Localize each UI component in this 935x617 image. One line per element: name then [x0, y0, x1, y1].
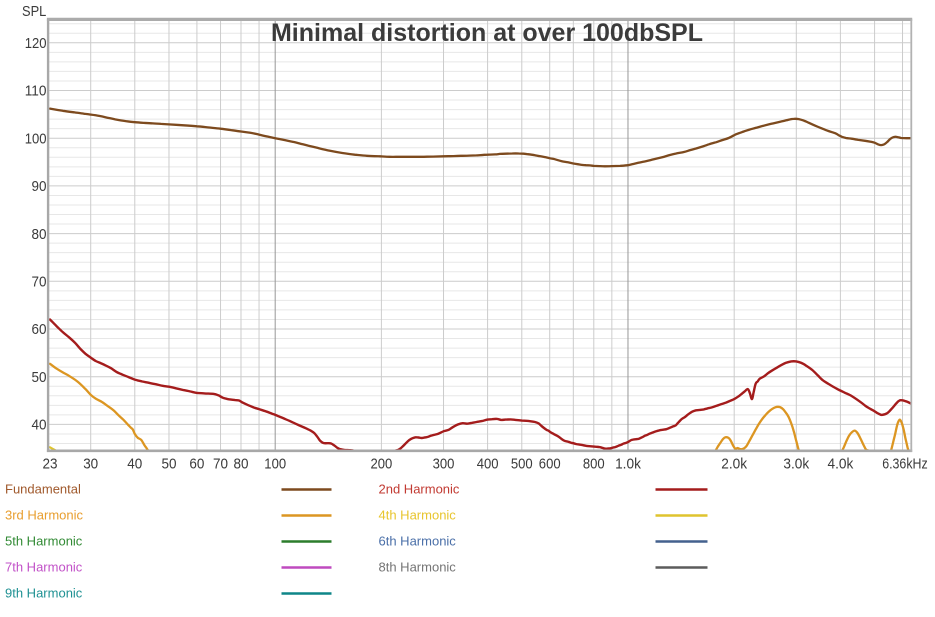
svg-text:400: 400	[477, 455, 499, 472]
svg-text:9th Harmonic: 9th Harmonic	[5, 586, 83, 601]
svg-text:60: 60	[32, 321, 47, 338]
svg-text:60: 60	[189, 455, 204, 472]
svg-text:2.0k: 2.0k	[721, 455, 747, 472]
svg-text:50: 50	[162, 455, 177, 472]
svg-text:500: 500	[511, 455, 533, 472]
svg-text:40: 40	[32, 417, 47, 434]
svg-text:3rd Harmonic: 3rd Harmonic	[5, 508, 84, 523]
svg-text:100: 100	[264, 455, 286, 472]
svg-text:Fundamental: Fundamental	[5, 482, 81, 497]
svg-text:5th Harmonic: 5th Harmonic	[5, 534, 83, 549]
svg-text:6th Harmonic: 6th Harmonic	[379, 534, 457, 549]
svg-text:1.0k: 1.0k	[615, 455, 641, 472]
svg-text:3.0k: 3.0k	[783, 455, 809, 472]
svg-text:Minimal distortion at over 100: Minimal distortion at over 100dbSPL	[271, 19, 703, 47]
svg-text:40: 40	[127, 455, 142, 472]
svg-text:800: 800	[583, 455, 605, 472]
svg-text:300: 300	[433, 455, 455, 472]
svg-text:30: 30	[83, 455, 98, 472]
svg-text:8th Harmonic: 8th Harmonic	[379, 560, 457, 575]
svg-text:600: 600	[539, 455, 561, 472]
svg-text:120: 120	[25, 35, 47, 52]
svg-text:110: 110	[25, 83, 47, 100]
svg-text:100: 100	[25, 130, 47, 147]
svg-text:70: 70	[32, 274, 47, 291]
svg-text:4.0k: 4.0k	[828, 455, 854, 472]
svg-text:2nd Harmonic: 2nd Harmonic	[379, 482, 460, 497]
svg-text:23: 23	[43, 455, 58, 472]
svg-text:80: 80	[32, 226, 47, 243]
svg-text:7th Harmonic: 7th Harmonic	[5, 560, 83, 575]
svg-text:70: 70	[213, 455, 228, 472]
svg-text:50: 50	[32, 369, 47, 386]
svg-text:SPL: SPL	[22, 4, 46, 20]
svg-text:200: 200	[371, 455, 393, 472]
svg-text:80: 80	[234, 455, 249, 472]
svg-text:6.36kHz: 6.36kHz	[882, 455, 928, 472]
svg-text:90: 90	[32, 178, 47, 195]
svg-text:4th Harmonic: 4th Harmonic	[379, 508, 457, 523]
